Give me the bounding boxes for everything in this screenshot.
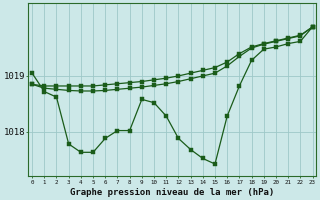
X-axis label: Graphe pression niveau de la mer (hPa): Graphe pression niveau de la mer (hPa) <box>70 188 275 197</box>
